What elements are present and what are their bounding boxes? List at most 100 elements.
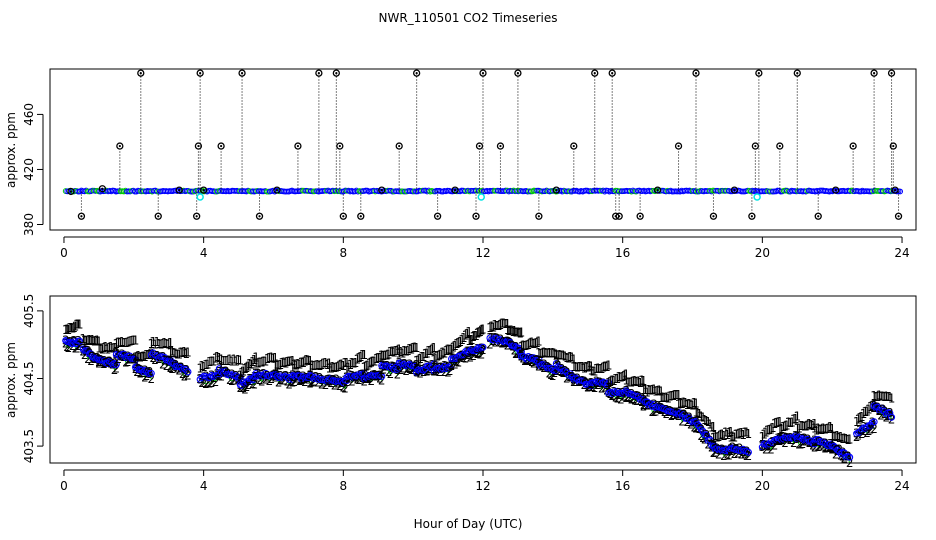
flag-2-point: 2 xyxy=(699,431,707,445)
flag-3-circle xyxy=(612,389,620,397)
flag-1-point: 1 xyxy=(710,431,718,445)
flag-2-point: 2 xyxy=(600,376,608,390)
flag-1-point: 1 xyxy=(448,342,456,356)
flag-2-point: 2 xyxy=(97,353,105,367)
flag-1-point: 1 xyxy=(710,420,718,434)
flag-2-point: 2 xyxy=(870,401,878,415)
flag-1-point: 1 xyxy=(486,321,494,335)
flag-3-point: 3 xyxy=(383,359,391,373)
spike-marker xyxy=(591,69,599,77)
flag-1-point: 1 xyxy=(577,360,585,374)
flag-2-point: 2 xyxy=(617,393,625,407)
flag-3-circle xyxy=(804,435,812,444)
flag-2-point: 2 xyxy=(614,392,622,406)
flag-3-circle xyxy=(744,448,752,456)
flag-1-point: 1 xyxy=(224,354,232,368)
flag-1-point: 1 xyxy=(247,358,255,372)
flag-1-point: 1 xyxy=(443,344,451,358)
flag-2-point: 2 xyxy=(877,409,885,423)
flag-1-point: 1 xyxy=(333,360,341,374)
flag-1-point: 1 xyxy=(352,356,360,370)
flag-1-point: 1 xyxy=(745,427,753,441)
spike-marker-center xyxy=(694,72,698,75)
flag-1-point: 1 xyxy=(97,342,105,356)
flag-1-point: 1 xyxy=(463,327,471,341)
flag-2-point: 2 xyxy=(778,433,786,447)
spike-marker-center xyxy=(101,187,104,190)
flag-2-point: 2 xyxy=(383,359,391,373)
spike-marker xyxy=(116,142,124,150)
flag-2-point: 2 xyxy=(582,376,590,390)
flag-1-point: 1 xyxy=(430,341,438,355)
flag-1-point: 1 xyxy=(230,353,238,367)
flag-3-point: 3 xyxy=(89,350,97,364)
flag-2-point: 2 xyxy=(640,399,648,413)
flag-1-point: 1 xyxy=(451,339,459,353)
flag-3-circle xyxy=(886,409,894,417)
flag-1-point: 1 xyxy=(177,345,185,359)
flag-1-point: 1 xyxy=(418,350,426,364)
flag-3-circle xyxy=(343,376,351,385)
flag-1-point: 1 xyxy=(685,397,693,411)
flag-1-point: 1 xyxy=(738,426,746,440)
flag-2-point: 2 xyxy=(430,364,438,378)
flag-1-point: 1 xyxy=(877,390,885,404)
flag-2-point: 2 xyxy=(343,375,351,389)
spike-marker-center xyxy=(199,72,202,75)
flag-2-point: 2 xyxy=(809,438,817,452)
spike-marker-center xyxy=(178,188,181,192)
flag-1-point: 1 xyxy=(554,348,562,362)
flag-1-point: 1 xyxy=(528,335,536,349)
flag-2-point: 2 xyxy=(378,363,386,377)
spike-marker xyxy=(194,142,203,150)
flag-3-point: 3 xyxy=(858,423,866,437)
flag-2-point: 2 xyxy=(228,374,236,388)
flag-1-point: 1 xyxy=(790,413,798,427)
flag-3-point: 3 xyxy=(214,368,222,382)
flag-3-point: 3 xyxy=(376,368,384,382)
flag-2-point: 2 xyxy=(247,372,255,386)
flag-3-circle xyxy=(498,336,506,344)
flag-1-point: 1 xyxy=(703,414,711,428)
flag-1-point: 1 xyxy=(306,354,314,368)
spike-marker xyxy=(870,69,878,77)
flag-2-point: 2 xyxy=(73,341,81,355)
flag-3-circle xyxy=(830,442,838,450)
flag-2-point: 2 xyxy=(89,349,97,363)
flag-1-point: 1 xyxy=(413,354,421,368)
flag-1-point: 1 xyxy=(104,342,112,356)
flag-1-point: 1 xyxy=(471,329,479,343)
flag-2-point: 2 xyxy=(260,367,268,381)
flag-3-circle xyxy=(870,418,878,426)
flag-2-point: 2 xyxy=(102,356,110,370)
flag-1-point: 1 xyxy=(355,351,363,365)
flag-2-point: 2 xyxy=(586,379,594,393)
flag-1-point: 1 xyxy=(350,357,358,371)
flag-1-point: 1 xyxy=(654,384,662,398)
spike-marker xyxy=(67,187,75,196)
flag-3-circle xyxy=(184,368,192,376)
flag-2-point: 2 xyxy=(797,438,805,452)
spike-marker xyxy=(570,142,578,150)
flag-3-point: 3 xyxy=(551,364,559,378)
flag-1-point: 1 xyxy=(842,432,850,446)
flag-3-point: 3 xyxy=(828,440,836,454)
spike-marker-center xyxy=(195,215,198,218)
flag-2-point: 2 xyxy=(124,355,132,369)
flag-3-circle xyxy=(339,379,347,387)
flag-2-point: 2 xyxy=(689,416,697,430)
spike-marker-center xyxy=(69,190,73,193)
flag-1-point: 1 xyxy=(656,384,664,398)
flag-1-point: 1 xyxy=(106,341,114,355)
spike-marker xyxy=(755,69,763,77)
flag-2-point: 2 xyxy=(835,443,843,457)
flag-1-point: 1 xyxy=(806,417,814,431)
flag-3-circle xyxy=(312,374,320,382)
flag-1-point: 1 xyxy=(284,355,292,369)
flag-2-point: 2 xyxy=(200,376,208,390)
flag-1-point: 1 xyxy=(553,347,561,361)
flag-1-point: 1 xyxy=(437,348,445,362)
flag-3-circle xyxy=(393,366,401,374)
flag-2-point: 2 xyxy=(81,348,89,362)
